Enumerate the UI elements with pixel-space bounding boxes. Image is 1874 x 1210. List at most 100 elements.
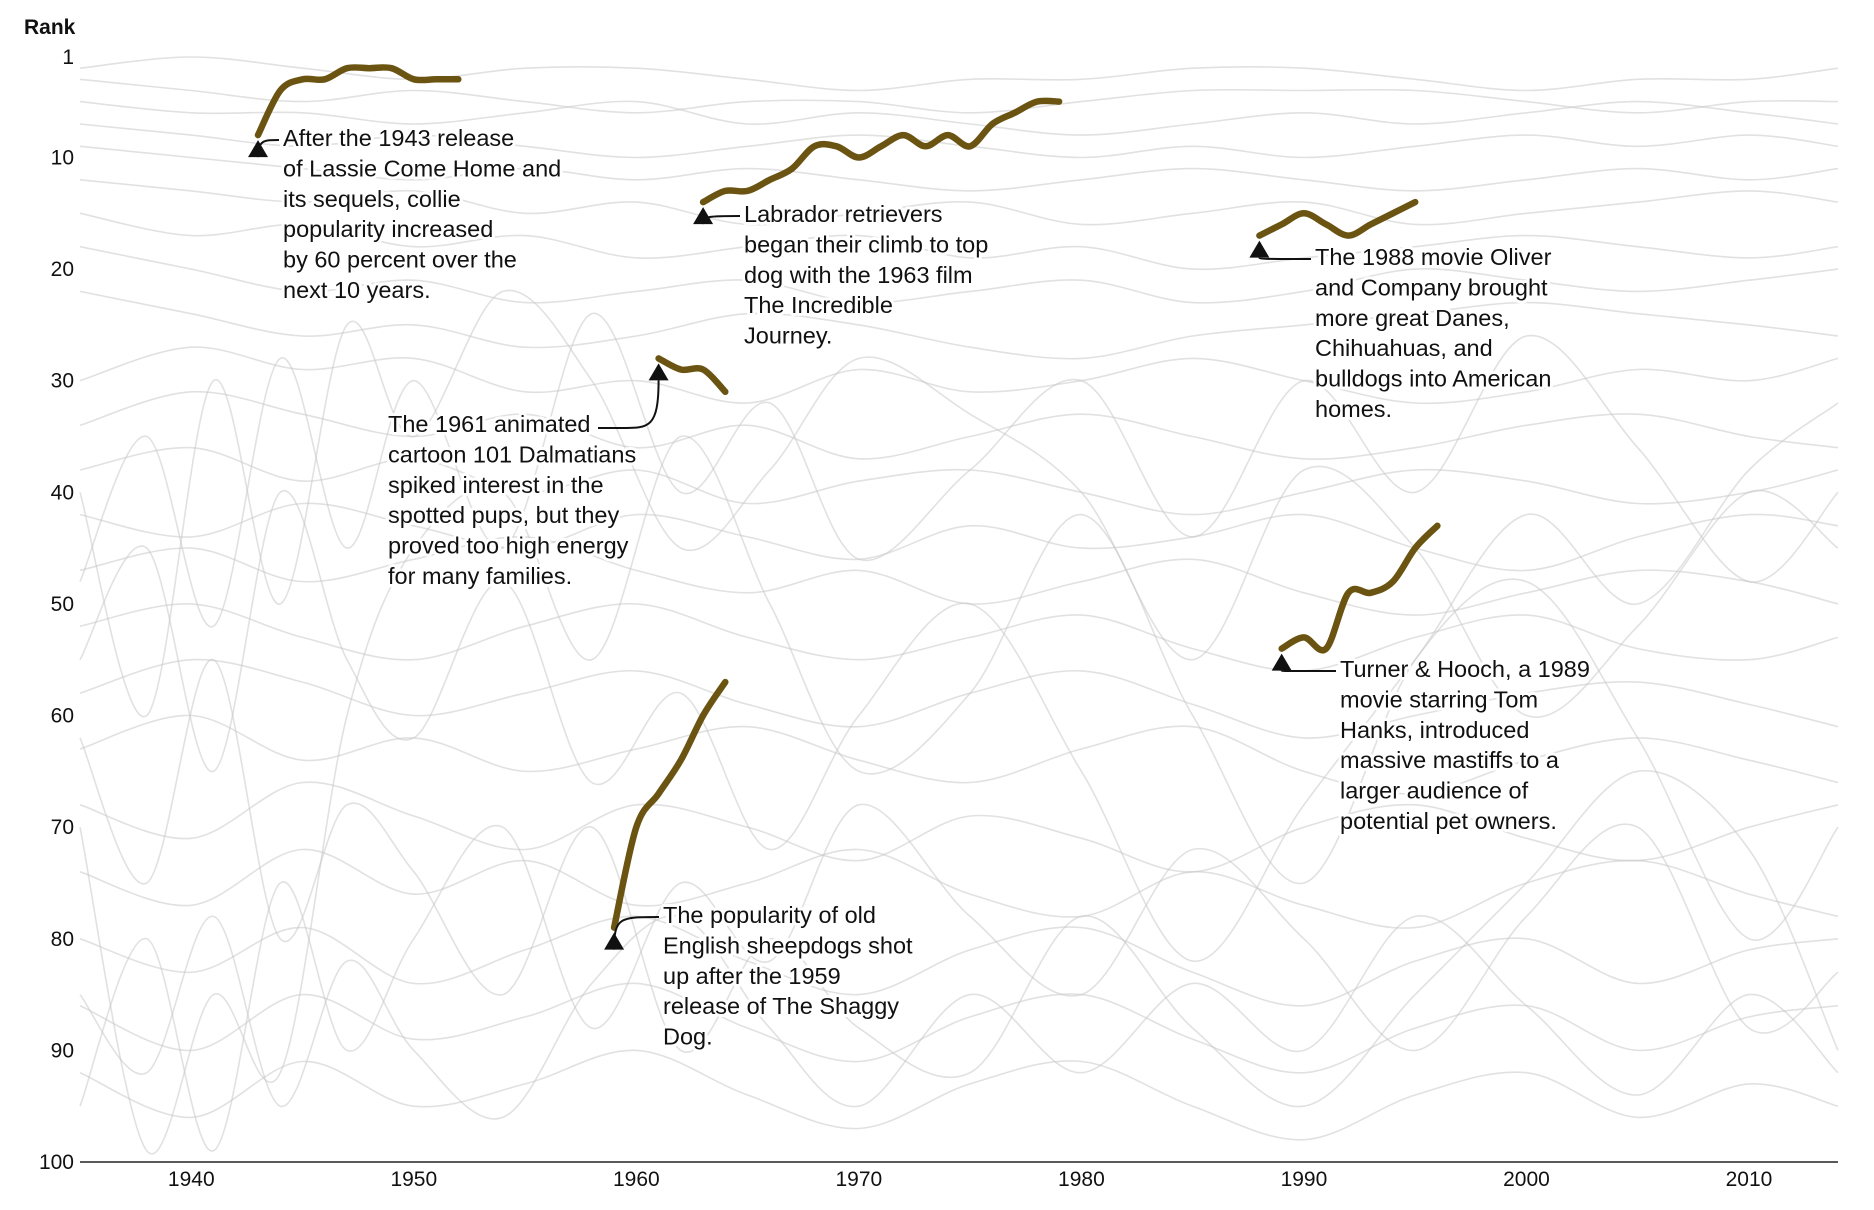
annotation-line: movie starring Tom (1340, 686, 1538, 712)
annotation-line: of Lassie Come Home and (283, 155, 561, 181)
annotation-mastiff: Turner & Hooch, a 1989 movie starring Tom… (1340, 656, 1590, 834)
x-tick-label: 1970 (836, 1168, 883, 1191)
annotation-line: proved too high energy (388, 533, 629, 559)
background-series-line (79, 312, 1839, 628)
annotation-dalmatian: The 1961 animated cartoon 101 Dalmatians s… (388, 411, 636, 589)
background-series-line (79, 435, 1839, 1155)
y-tick-label: 10 (51, 146, 74, 169)
x-tick-label: 1990 (1281, 1168, 1328, 1191)
background-series-line (79, 982, 1839, 1074)
annotation-line: for many families. (388, 563, 572, 589)
background-series-line (79, 56, 1839, 92)
callout-arrowhead (648, 363, 669, 381)
x-tick-label: 2000 (1503, 1168, 1550, 1191)
annotation-line: release of The Shaggy (663, 993, 899, 1019)
background-series-layer (79, 56, 1839, 1155)
annotation-line: next 10 years. (283, 277, 431, 303)
annotation-labrador: Labrador retrievers began their climb to … (744, 201, 988, 349)
annotation-line: spiked interest in the (388, 472, 604, 498)
callout-leader-line (613, 916, 660, 950)
background-series-line (79, 145, 1839, 192)
annotation-line: The popularity of old (663, 902, 876, 928)
callout-leader-line (257, 139, 280, 158)
annotation-line: potential pet owners. (1340, 808, 1557, 834)
annotation-line: The 1961 animated (388, 411, 591, 437)
y-axis-title: Rank (24, 16, 76, 39)
background-series-line (79, 502, 1839, 572)
annotation-old-english-sheepdog: The popularity of old English sheepdogs s… (663, 902, 913, 1050)
annotation-line: by 60 percent over the (283, 247, 517, 273)
callout-arrowhead (1249, 240, 1270, 258)
background-series-line (79, 179, 1839, 226)
y-tick-label: 60 (51, 705, 74, 728)
annotation-line: Dog. (663, 1024, 713, 1050)
y-tick-label: 20 (51, 258, 74, 281)
annotation-line: up after the 1959 (663, 963, 841, 989)
background-series-line (79, 78, 1839, 114)
annotation-line: After the 1943 release (283, 125, 514, 151)
background-series-line (79, 100, 1839, 136)
annotations-layer: After the 1943 release of Lassie Come Hom… (248, 122, 1593, 1053)
x-tick-label: 1980 (1058, 1168, 1105, 1191)
callout-leader-line (1258, 256, 1312, 260)
background-series-line (79, 446, 1839, 516)
annotation-line: Hanks, introduced (1340, 717, 1529, 743)
x-tick-label: 1950 (390, 1168, 437, 1191)
annotation-line: bulldogs into American (1315, 366, 1551, 392)
axes-layer: Rank 1 10 20 30 40 50 60 70 80 90 100 1940 1950 1960 19… (24, 16, 1838, 1191)
annotation-line: Journey. (744, 323, 832, 349)
background-series-line (79, 212, 1839, 271)
annotation-line: and Company brought (1315, 274, 1548, 300)
background-series-line (79, 346, 1839, 405)
annotation-line: dog with the 1963 film (744, 262, 973, 288)
x-tick-label: 2010 (1726, 1168, 1773, 1191)
annotation-line: cartoon 101 Dalmatians (388, 441, 636, 467)
highlight-line-great-dane-chihuahua-bulldog (1256, 198, 1419, 239)
background-series-line (79, 848, 1839, 929)
y-tick-label: 30 (51, 370, 74, 393)
callout-arrowhead (693, 207, 714, 225)
annotation-line: Labrador retrievers (744, 201, 943, 227)
background-series-line (79, 1049, 1839, 1141)
highlight-line-labrador (699, 97, 1063, 206)
y-tick-label: 90 (51, 1039, 74, 1062)
annotation-great-dane-chihuahua-bulldog: The 1988 movie Oliver and Company brought… (1315, 244, 1552, 422)
background-series-line (79, 290, 1839, 360)
annotation-line: English sheepdogs shot (663, 932, 913, 958)
x-tick-label: 1940 (168, 1168, 215, 1191)
y-tick-label: 70 (51, 816, 74, 839)
background-series-line (79, 803, 1839, 1152)
y-tick-label: 80 (51, 928, 74, 951)
annotation-line: Turner & Hooch, a 1989 (1340, 656, 1590, 682)
annotation-line: Chihuahuas, and (1315, 335, 1493, 361)
annotation-collie: After the 1943 release of Lassie Come Hom… (283, 125, 561, 303)
background-series-line (79, 914, 1839, 1120)
annotation-line: larger audience of (1340, 778, 1529, 804)
y-tick-label: 40 (51, 481, 74, 504)
callout-leader-line (702, 215, 741, 225)
highlight-line-old-english-sheepdog (610, 678, 729, 931)
y-tick-label: 50 (51, 593, 74, 616)
annotation-line: The 1988 movie Oliver (1315, 244, 1552, 270)
annotation-line: spotted pups, but they (388, 502, 619, 528)
callout-arrowhead (1271, 653, 1292, 671)
background-series-line (79, 390, 1839, 460)
annotation-line: began their climb to top (744, 231, 988, 257)
highlight-line-mastiff (1278, 522, 1441, 654)
background-series-line (79, 915, 1839, 1007)
background-series-line (79, 781, 1839, 873)
y-tick-label: 1 (62, 46, 74, 69)
background-series-line (79, 714, 1839, 795)
annotation-line: more great Danes, (1315, 305, 1510, 331)
annotation-line: The Incredible (744, 292, 893, 318)
y-tick-label: 100 (39, 1151, 74, 1174)
highlight-line-dalmatian (655, 355, 729, 396)
annotation-line: popularity increased (283, 216, 493, 242)
background-series-line (79, 245, 1839, 304)
x-tick-label: 1960 (613, 1168, 660, 1191)
annotation-line: its sequels, collie (283, 186, 461, 212)
background-series-line (79, 402, 1839, 962)
callout-leader-line (598, 380, 660, 429)
highlighted-series-layer (254, 64, 1441, 931)
